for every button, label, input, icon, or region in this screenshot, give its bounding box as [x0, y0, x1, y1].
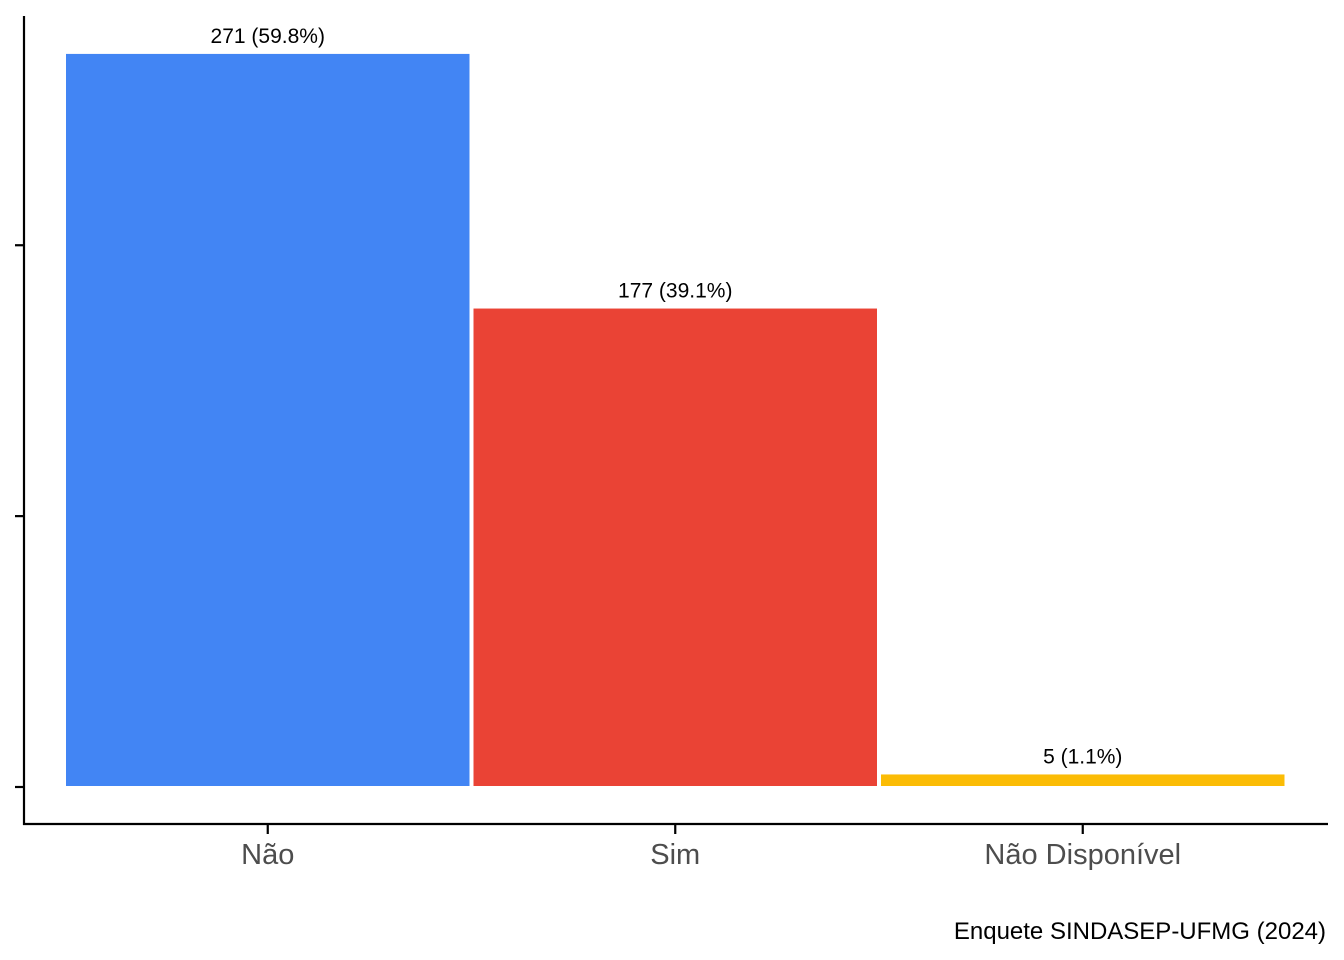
- x-axis-ticks: Não Sim Não Disponível: [241, 825, 1181, 871]
- x-tick-label-1: Sim: [650, 839, 700, 871]
- data-label-0: 271 (59.8%): [211, 25, 325, 48]
- y-axis-ticks: [15, 244, 24, 789]
- x-tick-label-2: Não Disponível: [984, 839, 1181, 871]
- x-tick-label-0: Não: [241, 839, 294, 871]
- bar-1: [471, 306, 879, 788]
- data-label-2: 5 (1.1%): [1043, 745, 1122, 768]
- bar-2: [879, 772, 1287, 788]
- data-label-1: 177 (39.1%): [618, 280, 732, 303]
- bar-0: [64, 51, 472, 788]
- chart-caption: Enquete SINDASEP-UFMG (2024): [954, 918, 1326, 945]
- chart-marks: 271 (59.8%) 177 (39.1%) 5 (1.1%): [64, 25, 1287, 788]
